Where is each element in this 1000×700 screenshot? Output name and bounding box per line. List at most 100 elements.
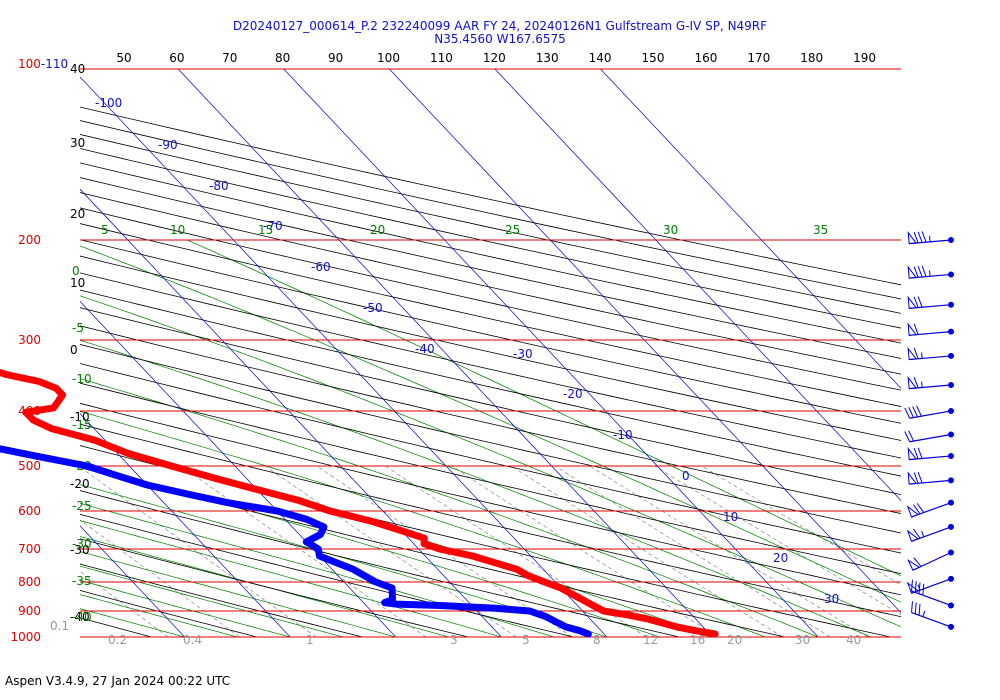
- isotherm-label: 10: [723, 510, 738, 524]
- mixing-ratio-label: 0.1: [50, 619, 69, 633]
- moist-adiabat: [80, 565, 344, 638]
- isotherm-label: -20: [563, 387, 583, 401]
- mixing-ratio-label: 20: [727, 633, 742, 647]
- moist-adiabat: [80, 411, 766, 638]
- pressure-label: 900: [18, 604, 41, 618]
- theta-e-label: -25: [72, 499, 92, 513]
- dry-adiabat: [80, 223, 901, 407]
- left-axis-label: 40: [70, 62, 85, 76]
- top-axis-label: 130: [536, 51, 559, 65]
- chart-header: D20240127_000614_P.2 232240099 AAR FY 24…: [0, 20, 1000, 46]
- isotherm-label: -30: [513, 347, 533, 361]
- dry-adiabat: [80, 289, 901, 477]
- pressure-label: 600: [18, 504, 41, 518]
- moist-adiabat: [80, 438, 713, 638]
- left-axis-label: -10: [70, 410, 90, 424]
- left-axis-label: 20: [70, 207, 85, 221]
- wind-barb-shaft: [909, 433, 952, 443]
- wind-barb-half-feather: [921, 381, 923, 388]
- wind-barb-flag: [907, 265, 918, 279]
- wind-barb-feather: [917, 266, 923, 278]
- wind-barb-feather: [913, 266, 919, 278]
- left-axis-label: 0: [70, 343, 78, 357]
- wind-barb: [907, 295, 954, 309]
- pressure-label: 1000: [10, 630, 41, 644]
- dry-adiabat: [80, 162, 901, 344]
- wind-barb: [907, 346, 954, 361]
- wind-barb: [906, 523, 954, 542]
- dry-adiabat: [80, 255, 901, 441]
- pressure-label: 500: [18, 459, 41, 473]
- wind-barb-feather: [913, 504, 921, 515]
- isotherm-line: [80, 525, 185, 638]
- moist-adiabat: [80, 551, 396, 638]
- dry-adiabat: [80, 423, 901, 618]
- moist-adiabat: [80, 295, 901, 628]
- dewpoint-profile: [0, 445, 592, 638]
- wind-barb: [911, 601, 954, 630]
- theta-e-label: -40: [72, 610, 92, 624]
- isotherm-label: -40: [415, 342, 435, 356]
- wind-barb-feather: [908, 430, 915, 442]
- left-axis-label: -30: [70, 543, 90, 557]
- isotherm-label: 30: [824, 592, 839, 606]
- wind-barb-feather: [914, 581, 917, 593]
- wind-barb-feather: [921, 231, 927, 243]
- left-axis-label: -40: [70, 610, 90, 624]
- wind-barb-feather: [913, 557, 922, 567]
- moist-adiabat: [80, 245, 901, 603]
- top-axis-label: 70: [222, 51, 237, 65]
- wind-barb-feather: [916, 405, 922, 417]
- wind-barb-half-feather: [929, 235, 931, 242]
- mixing-ratio-label: 8: [593, 633, 601, 647]
- top-axis-label: 50: [116, 51, 131, 65]
- wind-barb-feather: [913, 528, 921, 539]
- wind-barb: [907, 471, 954, 485]
- wind-barb: [904, 405, 954, 419]
- isotherm-label: 0: [682, 469, 690, 483]
- wind-barb-flag: [906, 529, 920, 542]
- isotherm-line: [494, 69, 901, 502]
- isotherm-line: [283, 69, 819, 638]
- wind-barb-feather: [913, 347, 919, 359]
- dry-adiabat: [80, 467, 785, 638]
- wind-barb: [906, 575, 954, 594]
- theta-e-label: -10: [72, 372, 92, 386]
- top-axis-label: 190: [853, 51, 876, 65]
- moist-adiabats: [80, 239, 901, 638]
- software-version: Aspen V3.4.9, 27 Jan 2024 00:22 UTC: [5, 674, 231, 688]
- wind-barb-flag: [907, 322, 918, 336]
- top-axis-label: 170: [747, 51, 770, 65]
- dry-adiabat: [80, 239, 901, 424]
- pressure-label: 100-110: [18, 57, 68, 71]
- mixing-ratio-label: 0.2: [108, 633, 127, 647]
- flight-coordinates: N35.4560 W167.6575: [434, 32, 566, 46]
- isotherm-line: [600, 69, 901, 389]
- moist-adiabat-label: 10: [170, 223, 185, 237]
- mixing-ratio-label: 12: [643, 633, 658, 647]
- dry-adiabat: [80, 192, 901, 375]
- wind-barb-feather: [917, 231, 923, 243]
- wind-barb-flag: [907, 376, 918, 390]
- wind-barb-feather: [911, 601, 913, 613]
- wind-barb-feather: [913, 447, 919, 459]
- wind-barb-flag: [907, 558, 921, 571]
- top-axis-label: 140: [589, 51, 612, 65]
- isotherm-label: -90: [158, 138, 178, 152]
- wind-barb: [906, 499, 954, 518]
- isotherm-label: 20: [773, 551, 788, 565]
- wind-barb-feather: [913, 323, 919, 335]
- wind-barb-feather: [918, 603, 921, 616]
- top-axis-label: 120: [483, 51, 506, 65]
- top-axis-label: 180: [800, 51, 823, 65]
- dry-adiabat: [80, 538, 469, 638]
- mixing-ratio-label: 3: [450, 633, 458, 647]
- mixing-ratio-label: 30: [795, 633, 810, 647]
- wind-barb-feather: [918, 582, 921, 594]
- moist-adiabat: [80, 536, 449, 638]
- dry-adiabat: [80, 402, 901, 596]
- wind-barb-feather: [904, 431, 911, 442]
- pressure-label: 800: [18, 575, 41, 589]
